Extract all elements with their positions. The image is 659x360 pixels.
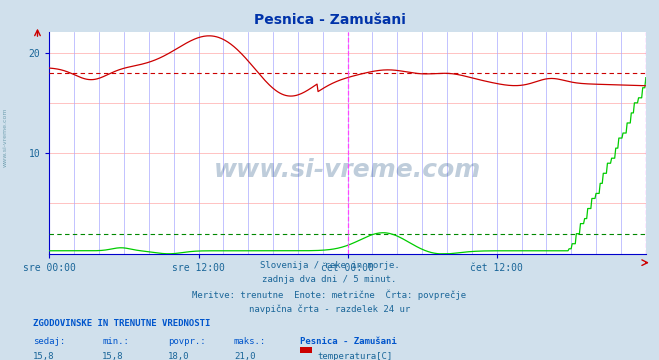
Text: ZGODOVINSKE IN TRENUTNE VREDNOSTI: ZGODOVINSKE IN TRENUTNE VREDNOSTI — [33, 319, 210, 328]
Text: www.si-vreme.com: www.si-vreme.com — [3, 107, 8, 167]
Text: Pesnica - Zamušani: Pesnica - Zamušani — [254, 13, 405, 27]
Text: navpična črta - razdelek 24 ur: navpična črta - razdelek 24 ur — [249, 304, 410, 314]
Text: min.:: min.: — [102, 337, 129, 346]
Text: Slovenija / reke in morje.: Slovenija / reke in morje. — [260, 261, 399, 270]
Text: povpr.:: povpr.: — [168, 337, 206, 346]
Text: Pesnica - Zamušani: Pesnica - Zamušani — [300, 337, 397, 346]
Text: 18,0: 18,0 — [168, 352, 190, 360]
Text: temperatura[C]: temperatura[C] — [317, 352, 392, 360]
Text: 15,8: 15,8 — [33, 352, 55, 360]
Text: 15,8: 15,8 — [102, 352, 124, 360]
Text: sedaj:: sedaj: — [33, 337, 65, 346]
Text: zadnja dva dni / 5 minut.: zadnja dva dni / 5 minut. — [262, 275, 397, 284]
Text: 21,0: 21,0 — [234, 352, 256, 360]
Text: Meritve: trenutne  Enote: metrične  Črta: povprečje: Meritve: trenutne Enote: metrične Črta: … — [192, 290, 467, 300]
Text: www.si-vreme.com: www.si-vreme.com — [214, 158, 481, 182]
Text: maks.:: maks.: — [234, 337, 266, 346]
